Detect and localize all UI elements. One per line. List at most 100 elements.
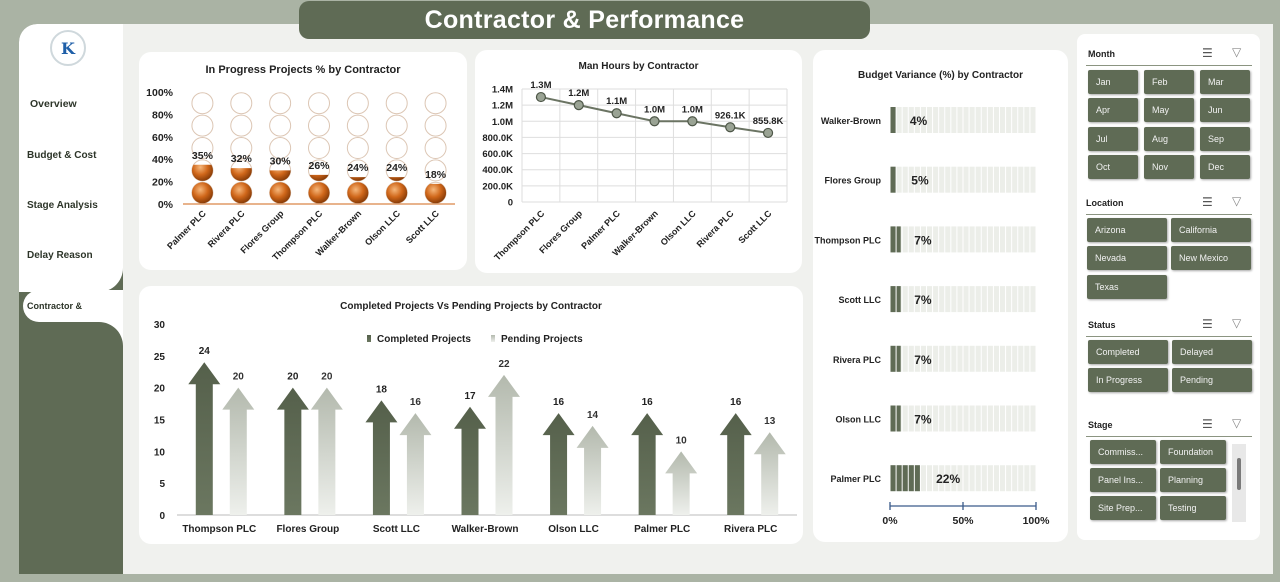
multi-select-icon[interactable]: ☰: [1202, 46, 1213, 60]
empty-segment: [1000, 345, 1006, 372]
month-option-nov[interactable]: Nov: [1144, 155, 1194, 179]
empty-orb: [308, 114, 330, 137]
month-option-apr[interactable]: Apr: [1088, 98, 1138, 122]
status-option-pending[interactable]: Pending: [1172, 368, 1252, 392]
filled-orbs: [425, 183, 447, 204]
empty-segment: [1018, 286, 1024, 313]
empty-segment: [1012, 465, 1018, 492]
empty-segment: [1030, 465, 1036, 492]
location-option-texas[interactable]: Texas: [1087, 275, 1167, 299]
location-divider: [1086, 214, 1252, 215]
location-option-nevada[interactable]: Nevada: [1087, 246, 1167, 270]
y-tick-label: Thompson PLC: [815, 235, 882, 245]
empty-segment: [975, 345, 981, 372]
empty-segment: [1030, 166, 1036, 193]
nav-contractor-label: Contractor &: [27, 301, 83, 311]
in-progress-chart: 0% 20% 40% 60% 80% 100% 35% Palmer PLC 32% Rivera…: [146, 87, 455, 262]
month-option-sep[interactable]: Sep: [1200, 127, 1250, 151]
nav-stage-analysis[interactable]: Stage Analysis: [27, 200, 98, 211]
data-label: 1.0M: [644, 104, 665, 115]
empty-segment: [987, 226, 993, 253]
stage-option-planning[interactable]: Planning: [1160, 468, 1226, 492]
stage-option-panel-ins[interactable]: Panel Ins...: [1090, 468, 1156, 492]
x-tick-label: 0%: [882, 515, 898, 527]
empty-segment: [939, 107, 945, 133]
filled-orbs: [269, 170, 291, 204]
empty-segment: [933, 166, 939, 193]
stage-option-foundation[interactable]: Foundation: [1160, 440, 1226, 464]
y-tick-label: 400.0K: [482, 165, 513, 176]
empty-segment: [902, 166, 908, 193]
empty-segment: [945, 465, 951, 492]
empty-segment: [1030, 107, 1036, 133]
multi-select-icon[interactable]: ☰: [1202, 417, 1213, 431]
location-option-new-mexico[interactable]: New Mexico: [1171, 246, 1251, 270]
nav-budget-cost[interactable]: Budget & Cost: [27, 150, 97, 161]
empty-segment: [1024, 345, 1030, 372]
empty-segment: [1000, 286, 1006, 313]
nav-contractor-active[interactable]: Contractor &: [23, 290, 123, 322]
y-tick-label: 20: [154, 384, 166, 395]
status-option-in-progress[interactable]: In Progress: [1088, 368, 1168, 392]
data-label: 1.3M: [530, 80, 551, 91]
stage-option-testing[interactable]: Testing: [1160, 496, 1226, 520]
nav-delay-reason[interactable]: Delay Reason: [27, 250, 93, 261]
empty-segment: [945, 345, 951, 372]
data-label: 7%: [914, 293, 932, 307]
clear-filter-icon[interactable]: ▽: [1232, 45, 1242, 59]
completed-pending-card: Completed Projects Vs Pending Projects b…: [139, 286, 803, 544]
data-label: 16: [410, 397, 422, 408]
month-option-jun[interactable]: Jun: [1200, 98, 1250, 122]
data-label: 35%: [192, 150, 214, 162]
clear-filter-icon[interactable]: ▽: [1232, 316, 1242, 330]
empty-segment: [1006, 107, 1012, 133]
stage-option-site-prep[interactable]: Site Prep...: [1090, 496, 1156, 520]
data-label: 24: [199, 346, 211, 357]
month-divider: [1086, 65, 1252, 66]
filled-segment: [896, 286, 901, 313]
empty-segment: [957, 107, 963, 133]
y-tick-label: 60%: [152, 132, 174, 144]
empty-segment: [987, 405, 993, 432]
y-tick-label: 20%: [152, 177, 174, 189]
empty-segment: [927, 465, 933, 492]
x-tick-label: 100%: [1023, 515, 1051, 527]
empty-orb: [191, 137, 214, 159]
location-option-arizona[interactable]: Arizona: [1087, 218, 1167, 242]
multi-select-icon[interactable]: ☰: [1202, 195, 1213, 209]
stage-option-commiss[interactable]: Commiss...: [1090, 440, 1156, 464]
empty-segment: [920, 166, 926, 193]
month-option-may[interactable]: May: [1144, 98, 1194, 122]
x-tick-label: Scott LLC: [373, 524, 420, 535]
completed-arrow: [719, 413, 752, 515]
multi-select-icon[interactable]: ☰: [1202, 317, 1213, 331]
empty-orb: [308, 92, 330, 115]
empty-segment: [993, 405, 999, 432]
month-option-mar[interactable]: Mar: [1200, 70, 1250, 94]
month-option-aug[interactable]: Aug: [1144, 127, 1194, 151]
stage-scroll-thumb[interactable]: [1237, 458, 1241, 490]
clear-filter-icon[interactable]: ▽: [1232, 194, 1242, 208]
empty-segment: [920, 286, 926, 313]
filled-segment: [890, 345, 896, 372]
nav-overview[interactable]: Overview: [30, 98, 77, 110]
month-option-jan[interactable]: Jan: [1088, 70, 1138, 94]
data-point: [535, 91, 547, 103]
status-option-delayed[interactable]: Delayed: [1172, 340, 1252, 364]
empty-segment: [914, 286, 920, 313]
empty-segment: [951, 107, 957, 133]
empty-segment: [1018, 107, 1024, 133]
month-option-oct[interactable]: Oct: [1088, 155, 1138, 179]
month-option-jul[interactable]: Jul: [1088, 127, 1138, 151]
month-option-dec[interactable]: Dec: [1200, 155, 1250, 179]
empty-segment: [1000, 465, 1006, 492]
status-option-completed[interactable]: Completed: [1088, 340, 1168, 364]
clear-filter-icon[interactable]: ▽: [1232, 416, 1242, 430]
completed-pending-chart: 0 5 10 15 20 25 30 Completed Projects Pending Pr…: [154, 320, 797, 535]
month-option-feb[interactable]: Feb: [1144, 70, 1194, 94]
y-tick-label: 1.2M: [492, 101, 513, 112]
filled-orbs: [347, 177, 369, 204]
empty-segment: [908, 166, 914, 193]
location-option-california[interactable]: California: [1171, 218, 1251, 242]
empty-segment: [939, 465, 945, 492]
